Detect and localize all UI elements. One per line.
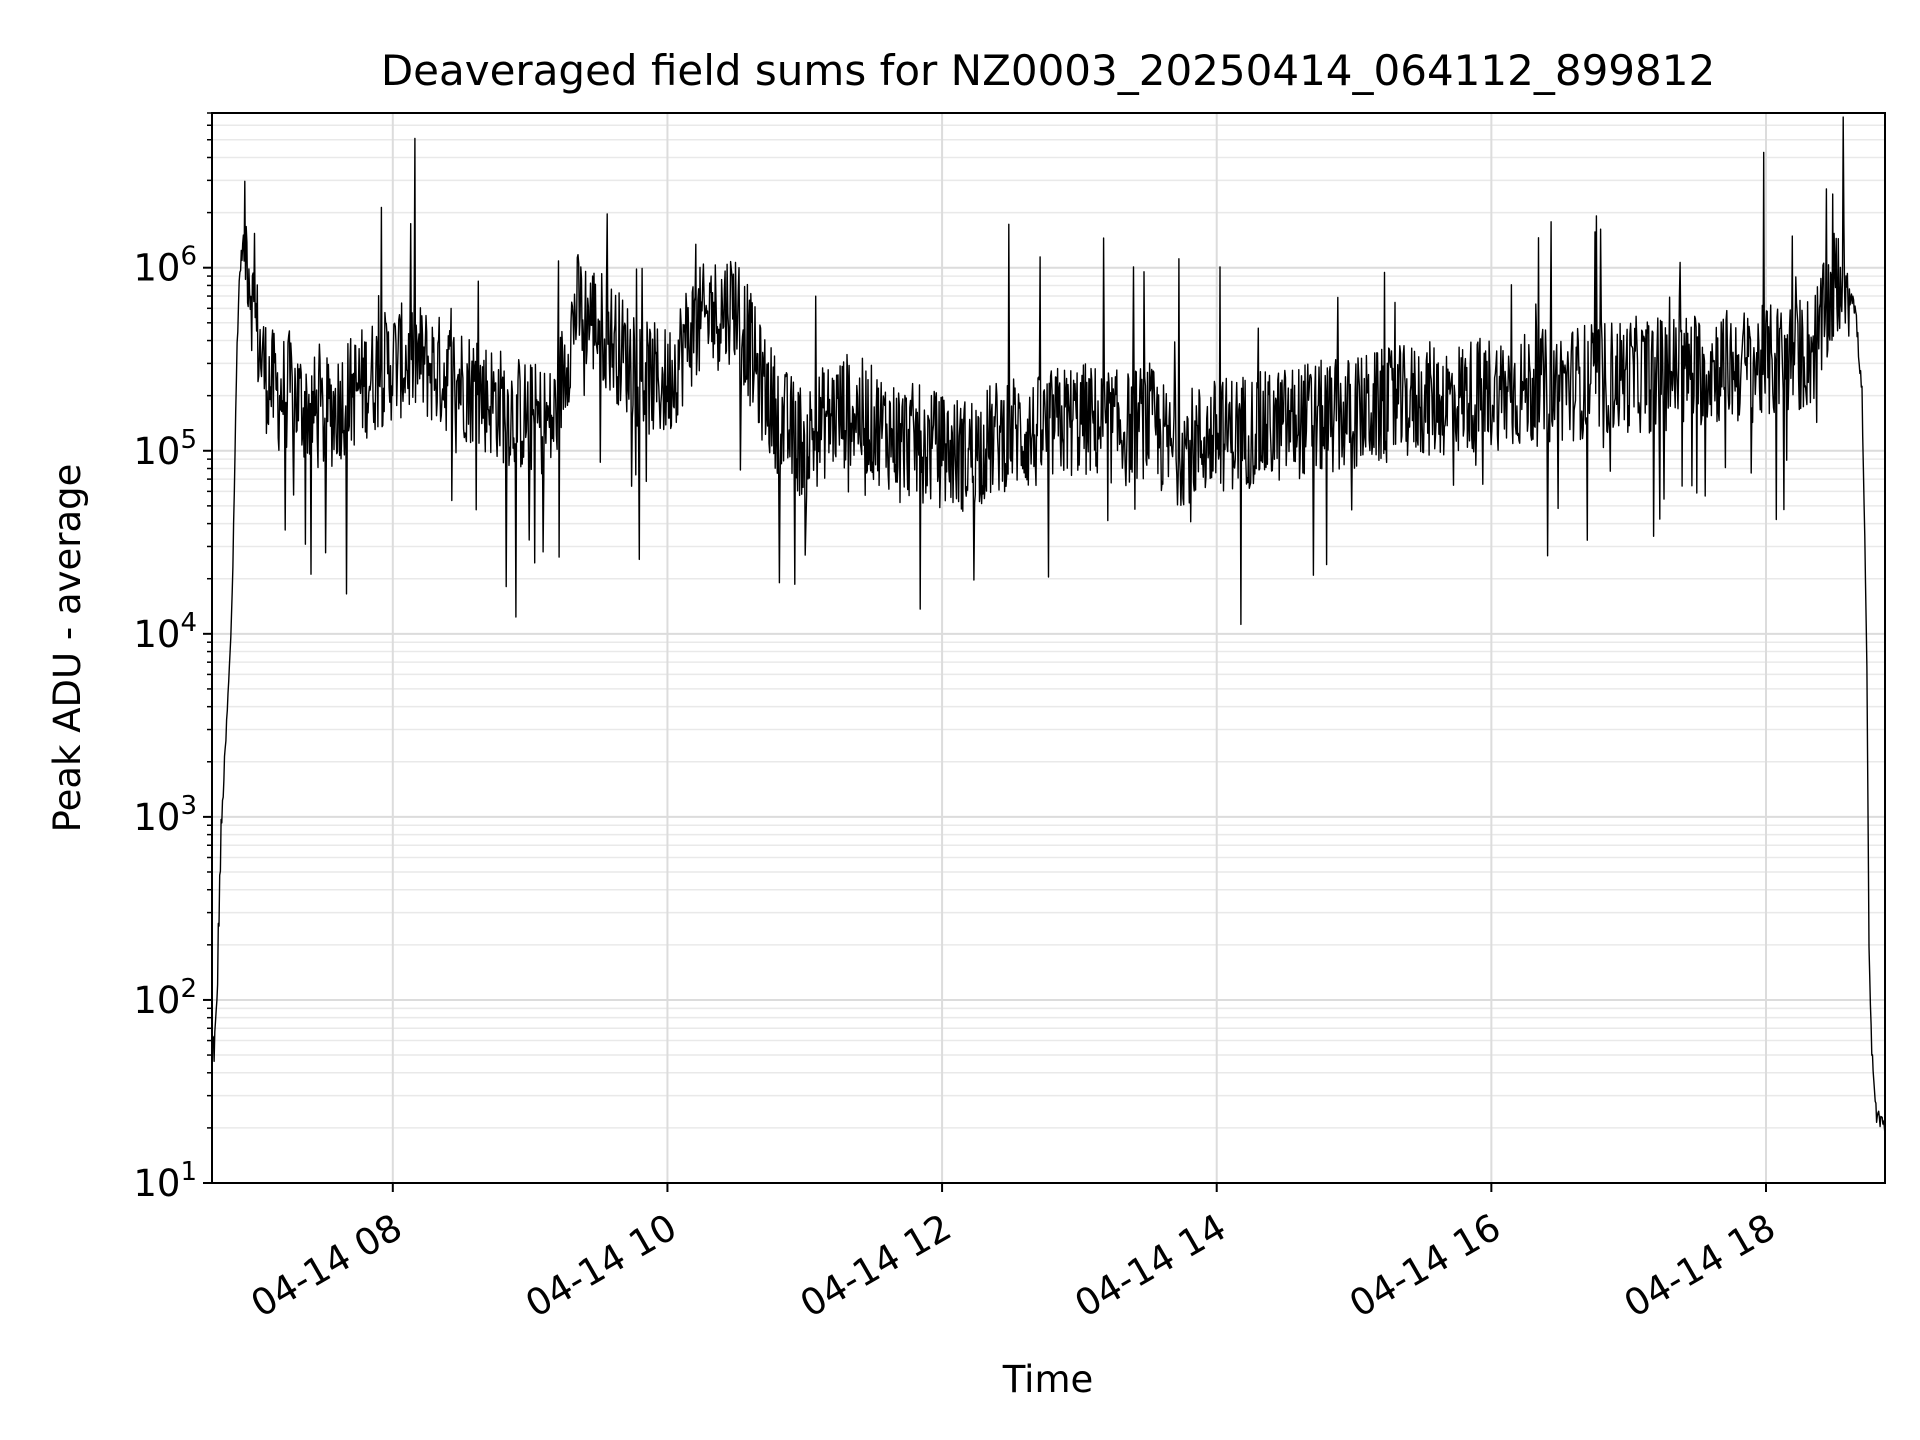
y-tick-label: 105 [133, 425, 197, 473]
plot-frame [211, 112, 1886, 1184]
y-tick-label-base: 10 [133, 979, 180, 1022]
chart-title: Deaveraged field sums for NZ0003_2025041… [381, 46, 1715, 95]
y-tick-label-exponent: 6 [180, 242, 197, 272]
y-tick-label: 101 [133, 1157, 197, 1205]
y-tick-label-exponent: 4 [180, 608, 197, 638]
y-tick-label-base: 10 [133, 247, 180, 290]
y-tick-label-base: 10 [133, 430, 180, 473]
y-tick-label: 103 [133, 791, 197, 839]
y-tick-label-base: 10 [133, 796, 180, 839]
y-tick-label-base: 10 [133, 613, 180, 656]
y-tick-label-exponent: 2 [180, 974, 197, 1004]
series-line [211, 116, 1886, 1136]
series-line-layer [211, 116, 1886, 1136]
y-tick-label: 106 [133, 242, 197, 290]
y-tick-label-exponent: 5 [180, 425, 197, 455]
x-axis-label: Time [1002, 1358, 1094, 1401]
y-tick-label: 102 [133, 974, 197, 1022]
y-tick-label-exponent: 1 [180, 1157, 197, 1187]
y-tick-label: 104 [133, 608, 197, 656]
y-axis-label: Peak ADU - average [46, 464, 89, 833]
y-tick-label-base: 10 [133, 1162, 180, 1205]
y-tick-label-exponent: 3 [180, 791, 197, 821]
